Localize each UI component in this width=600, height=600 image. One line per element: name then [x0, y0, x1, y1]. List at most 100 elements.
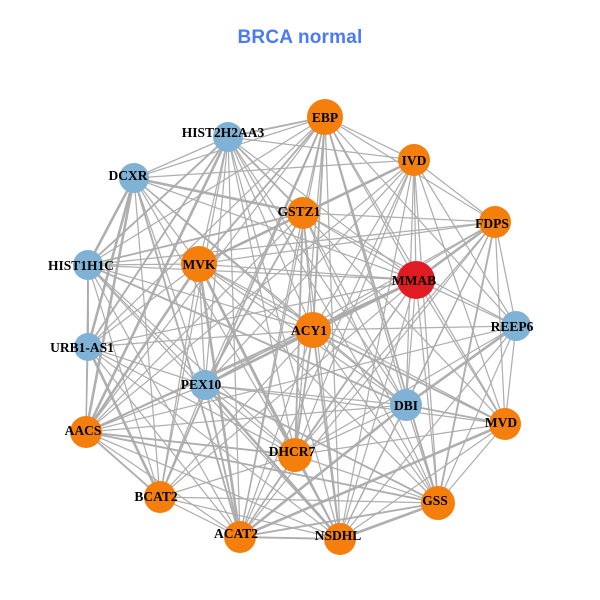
network-edge — [227, 136, 415, 161]
network-node-acat2[interactable] — [224, 521, 256, 553]
network-node-label-gss: GSS — [422, 493, 448, 508]
network-edge — [87, 116, 326, 266]
network-node-label-dbi: DBI — [394, 398, 418, 413]
network-edge — [227, 136, 304, 214]
network-edge — [204, 384, 296, 456]
network-edge — [415, 279, 506, 425]
network-node-dhcr7[interactable] — [278, 438, 312, 472]
network-edge — [504, 325, 517, 425]
network-edge — [85, 325, 517, 433]
network-edge — [227, 136, 314, 331]
network-edge — [239, 502, 439, 538]
network-edge — [294, 404, 407, 456]
network-node-label-bcat2: BCAT2 — [134, 489, 178, 504]
network-edge — [87, 346, 341, 540]
network-edge — [312, 329, 407, 406]
network-edge — [198, 212, 304, 265]
network-node-mvd[interactable] — [489, 408, 521, 440]
network-node-nsdhl[interactable] — [324, 523, 356, 555]
network-edge — [159, 454, 296, 498]
network-node-label-hist2h2aa3: HIST2H2AA3 — [182, 125, 265, 140]
network-edge — [198, 116, 326, 265]
network-node-label-gstz1: GSTZ1 — [278, 204, 321, 219]
network-edge — [324, 116, 417, 281]
network-node-label-mvd: MVD — [485, 415, 517, 430]
network-node-label-nsdhl: NSDHL — [315, 528, 362, 543]
network-edge — [239, 403, 407, 539]
network-edge — [413, 159, 439, 504]
network-node-bcat2[interactable] — [144, 481, 176, 513]
network-edge — [324, 116, 517, 327]
network-edge — [87, 346, 241, 538]
network-edge — [294, 454, 439, 504]
network-edge — [339, 404, 407, 540]
network-edge — [198, 136, 229, 265]
network-node-label-acat2: ACAT2 — [214, 526, 258, 541]
network-edge — [86, 177, 136, 266]
network-edge — [133, 177, 296, 456]
network-node-aacs[interactable] — [70, 416, 102, 448]
network-node-label-aacs: AACS — [65, 423, 102, 438]
network-edge — [437, 423, 506, 504]
network-edge — [133, 159, 415, 179]
network-node-ebp[interactable] — [307, 99, 343, 135]
network-edge — [302, 212, 496, 223]
network-edge — [85, 431, 439, 504]
network-edge — [198, 263, 206, 386]
network-edge — [204, 329, 314, 386]
network-edge — [198, 263, 417, 281]
network-edge — [204, 384, 241, 538]
network-edge — [339, 423, 506, 540]
network-edge — [204, 212, 304, 386]
network-node-pex10[interactable] — [190, 370, 220, 400]
network-node-acy1[interactable] — [295, 312, 331, 348]
network-edge — [405, 404, 439, 504]
network-edge — [312, 329, 506, 425]
labels-layer: EBP HIST2H2AA3 IVD DCXR GSTZ1 FDPS MVK HIST1H1C… — [48, 110, 534, 543]
network-node-label-hist1h1c: HIST1H1C — [48, 258, 114, 273]
network-node-urb1-as1[interactable] — [74, 333, 102, 361]
network-node-dcxr[interactable] — [119, 163, 149, 193]
network-edge — [294, 423, 506, 456]
network-edge — [413, 159, 496, 223]
network-node-mvk[interactable] — [181, 246, 217, 282]
network-edge — [87, 221, 496, 266]
network-edge — [87, 264, 314, 331]
network-node-label-mvk: MVK — [183, 257, 216, 272]
network-edge — [494, 221, 517, 327]
network-edge — [204, 221, 496, 386]
network-node-hist2h2aa3[interactable] — [213, 122, 243, 152]
network-edge — [159, 263, 200, 498]
network-edge — [85, 384, 206, 433]
network-edge — [133, 177, 206, 386]
network-edge — [405, 324, 517, 407]
network-node-label-ebp: EBP — [312, 110, 338, 125]
network-edge — [86, 346, 162, 498]
network-edge — [85, 431, 296, 456]
network-edge — [85, 431, 341, 540]
network-edge — [133, 176, 304, 215]
network-edge — [294, 221, 496, 456]
network-edge — [85, 431, 161, 498]
network-edge — [87, 212, 304, 266]
network-node-label-mmab: MMAB — [392, 273, 436, 288]
network-edge — [302, 212, 506, 425]
network-node-hist1h1c[interactable] — [73, 250, 103, 280]
network-node-reep6[interactable] — [501, 311, 531, 341]
network-edge — [198, 221, 496, 265]
network-node-ivd[interactable] — [398, 144, 430, 176]
network-node-dbi[interactable] — [390, 389, 422, 421]
network-edge — [198, 263, 439, 504]
network-edge — [159, 384, 206, 498]
network-edge — [87, 264, 206, 386]
network-node-fdps[interactable] — [479, 206, 511, 238]
network-edge — [227, 136, 241, 538]
network-node-label-pex10: PEX10 — [181, 377, 222, 392]
network-edge — [339, 159, 415, 540]
network-node-gstz1[interactable] — [287, 197, 319, 229]
network-edge — [87, 279, 417, 348]
network-edge — [312, 329, 439, 504]
network-node-gss[interactable] — [421, 486, 455, 520]
network-node-mmab[interactable] — [397, 261, 435, 299]
